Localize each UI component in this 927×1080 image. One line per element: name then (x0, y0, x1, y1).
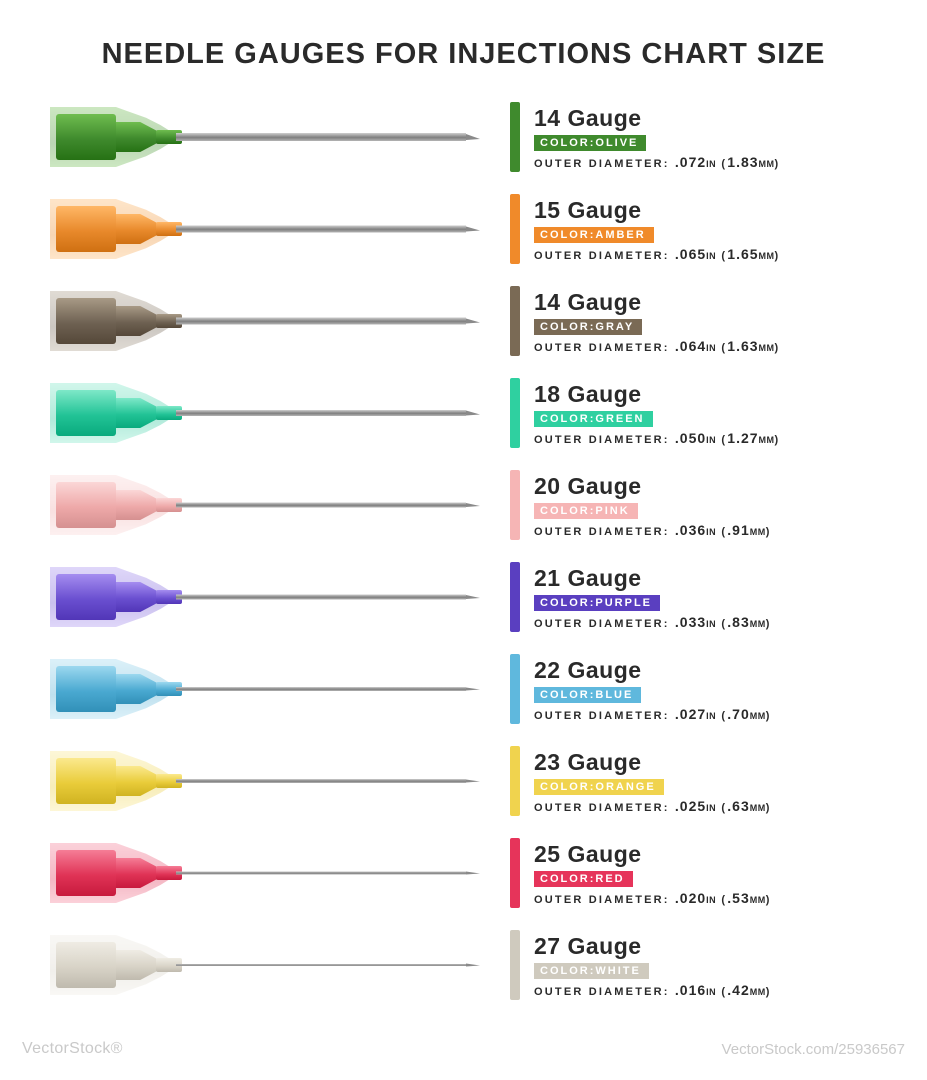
gauge-label: 15 Gauge (534, 197, 780, 224)
gauge-row: 14 Gauge COLOR:GRAY OUTER DIAMETER: .064in… (50, 275, 877, 367)
gauge-info: 14 Gauge COLOR:GRAY OUTER DIAMETER: .064in… (480, 286, 877, 356)
watermark-left: VectorStock® (22, 1040, 123, 1058)
gauge-row: 27 Gauge COLOR:WHITE OUTER DIAMETER: .016i… (50, 919, 877, 1011)
gauge-chart: 14 Gauge COLOR:OLIVE OUTER DIAMETER: .072i… (0, 91, 927, 1011)
color-swatch-bar (510, 102, 520, 172)
gauge-info: 15 Gauge COLOR:AMBER OUTER DIAMETER: .065i… (480, 194, 877, 264)
gauge-info: 23 Gauge COLOR:ORANGE OUTER DIAMETER: .025… (480, 746, 877, 816)
needle-illustration (50, 275, 480, 367)
gauge-row: 20 Gauge COLOR:PINK OUTER DIAMETER: .036in… (50, 459, 877, 551)
gauge-info: 14 Gauge COLOR:OLIVE OUTER DIAMETER: .072i… (480, 102, 877, 172)
needle-illustration (50, 459, 480, 551)
color-chip: COLOR:AMBER (534, 227, 654, 243)
color-chip: COLOR:OLIVE (534, 135, 646, 151)
diameter-line: OUTER DIAMETER: .027in (.70mm) (534, 706, 772, 722)
needle-illustration (50, 91, 480, 183)
needle-illustration (50, 551, 480, 643)
diameter-line: OUTER DIAMETER: .033in (.83mm) (534, 614, 772, 630)
color-chip: COLOR:ORANGE (534, 779, 664, 795)
gauge-label: 21 Gauge (534, 565, 772, 592)
diameter-line: OUTER DIAMETER: .020in (.53mm) (534, 890, 772, 906)
color-swatch-bar (510, 746, 520, 816)
chart-title: NEEDLE GAUGES FOR INJECTIONS CHART SIZE (0, 0, 927, 91)
gauge-row: 14 Gauge COLOR:OLIVE OUTER DIAMETER: .072i… (50, 91, 877, 183)
needle-illustration (50, 643, 480, 735)
gauge-row: 25 Gauge COLOR:RED OUTER DIAMETER: .020in … (50, 827, 877, 919)
diameter-line: OUTER DIAMETER: .072in (1.83mm) (534, 154, 780, 170)
color-chip: COLOR:PINK (534, 503, 638, 519)
color-swatch-bar (510, 194, 520, 264)
gauge-info: 18 Gauge COLOR:GREEN OUTER DIAMETER: .050i… (480, 378, 877, 448)
color-chip: COLOR:RED (534, 871, 633, 887)
gauge-label: 20 Gauge (534, 473, 772, 500)
gauge-info: 27 Gauge COLOR:WHITE OUTER DIAMETER: .016i… (480, 930, 877, 1000)
diameter-line: OUTER DIAMETER: .065in (1.65mm) (534, 246, 780, 262)
gauge-label: 14 Gauge (534, 105, 780, 132)
color-swatch-bar (510, 470, 520, 540)
gauge-row: 22 Gauge COLOR:BLUE OUTER DIAMETER: .027in… (50, 643, 877, 735)
color-swatch-bar (510, 286, 520, 356)
watermark-right: VectorStock.com/25936567 (722, 1041, 905, 1058)
gauge-info: 25 Gauge COLOR:RED OUTER DIAMETER: .020in … (480, 838, 877, 908)
color-swatch-bar (510, 930, 520, 1000)
color-chip: COLOR:WHITE (534, 963, 649, 979)
needle-illustration (50, 919, 480, 1011)
gauge-label: 25 Gauge (534, 841, 772, 868)
gauge-info: 20 Gauge COLOR:PINK OUTER DIAMETER: .036in… (480, 470, 877, 540)
gauge-row: 18 Gauge COLOR:GREEN OUTER DIAMETER: .050i… (50, 367, 877, 459)
needle-illustration (50, 183, 480, 275)
color-swatch-bar (510, 654, 520, 724)
gauge-row: 15 Gauge COLOR:AMBER OUTER DIAMETER: .065i… (50, 183, 877, 275)
needle-illustration (50, 735, 480, 827)
color-swatch-bar (510, 838, 520, 908)
gauge-label: 23 Gauge (534, 749, 772, 776)
color-chip: COLOR:BLUE (534, 687, 641, 703)
color-swatch-bar (510, 378, 520, 448)
color-chip: COLOR:GRAY (534, 319, 642, 335)
gauge-label: 14 Gauge (534, 289, 780, 316)
gauge-label: 27 Gauge (534, 933, 772, 960)
gauge-row: 21 Gauge COLOR:PURPLE OUTER DIAMETER: .033… (50, 551, 877, 643)
gauge-label: 22 Gauge (534, 657, 772, 684)
diameter-line: OUTER DIAMETER: .025in (.63mm) (534, 798, 772, 814)
diameter-line: OUTER DIAMETER: .064in (1.63mm) (534, 338, 780, 354)
gauge-label: 18 Gauge (534, 381, 780, 408)
color-chip: COLOR:GREEN (534, 411, 653, 427)
gauge-info: 21 Gauge COLOR:PURPLE OUTER DIAMETER: .033… (480, 562, 877, 632)
gauge-info: 22 Gauge COLOR:BLUE OUTER DIAMETER: .027in… (480, 654, 877, 724)
needle-illustration (50, 827, 480, 919)
color-swatch-bar (510, 562, 520, 632)
diameter-line: OUTER DIAMETER: .016in (.42mm) (534, 982, 772, 998)
diameter-line: OUTER DIAMETER: .036in (.91mm) (534, 522, 772, 538)
diameter-line: OUTER DIAMETER: .050in (1.27mm) (534, 430, 780, 446)
gauge-row: 23 Gauge COLOR:ORANGE OUTER DIAMETER: .025… (50, 735, 877, 827)
needle-illustration (50, 367, 480, 459)
color-chip: COLOR:PURPLE (534, 595, 660, 611)
